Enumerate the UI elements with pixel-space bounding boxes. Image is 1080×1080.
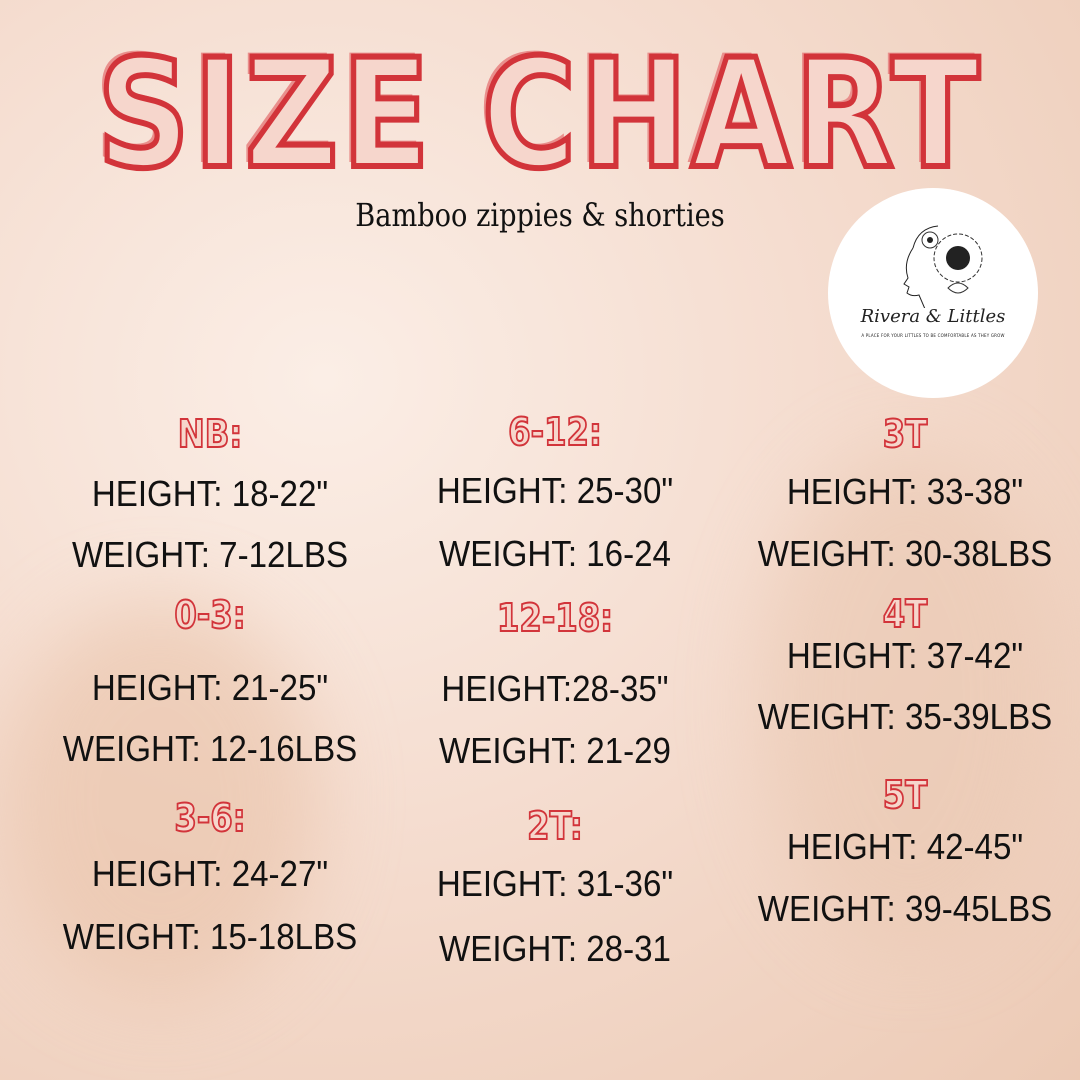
- height-range: HEIGHT: 33-38": [786, 471, 1024, 512]
- weight-range: WEIGHT: 28-31: [439, 928, 671, 969]
- size-label: 3-6:: [174, 795, 247, 841]
- weight-range: WEIGHT: 39-45LBS: [757, 888, 1053, 929]
- size-column: NB: HEIGHT: 18-22" WEIGHT: 7-12LBS 0-3: …: [40, 0, 380, 957]
- weight-range: WEIGHT: 21-29: [439, 730, 671, 771]
- brand-logo: Rivera & Littles A PLACE FOR YOUR LITTLE…: [828, 188, 1038, 398]
- height-range: HEIGHT:28-35": [441, 668, 669, 709]
- brand-tagline: A PLACE FOR YOUR LITTLES TO BE COMFORTAB…: [861, 333, 1005, 338]
- subtitle: Bamboo zippies & shorties: [355, 196, 725, 234]
- size-label: 4T: [882, 591, 928, 637]
- weight-range: WEIGHT: 12-16LBS: [62, 728, 358, 769]
- size-label: 3T: [882, 411, 928, 457]
- sunflower-woman-icon: [903, 225, 983, 308]
- size-label: 0-3:: [174, 592, 247, 638]
- weight-range: WEIGHT: 16-24: [439, 533, 671, 574]
- page-title: SIZE CHART: [94, 25, 983, 205]
- height-range: HEIGHT: 31-36": [436, 863, 674, 904]
- height-range: HEIGHT: 25-30": [436, 470, 674, 511]
- background-blot: [0, 600, 320, 1000]
- height-range: HEIGHT: 42-45": [786, 826, 1024, 867]
- size-column: 6-12: HEIGHT: 25-30" WEIGHT: 16-24 12-18…: [385, 0, 725, 969]
- weight-range: WEIGHT: 7-12LBS: [71, 534, 349, 575]
- weight-range: WEIGHT: 35-39LBS: [757, 696, 1053, 737]
- brand-name: Rivera & Littles: [860, 306, 1006, 327]
- weight-range: WEIGHT: 15-18LBS: [62, 916, 358, 957]
- height-range: HEIGHT: 24-27": [91, 853, 329, 894]
- height-range: HEIGHT: 37-42": [786, 635, 1024, 676]
- height-range: HEIGHT: 21-25": [91, 667, 329, 708]
- size-label: 5T: [882, 772, 928, 818]
- weight-range: WEIGHT: 30-38LBS: [757, 533, 1053, 574]
- size-label: 2T:: [526, 803, 583, 849]
- height-range: HEIGHT: 18-22": [91, 473, 329, 514]
- background-blot: [760, 450, 1060, 950]
- size-column: 3T HEIGHT: 33-38" WEIGHT: 30-38LBS 4T HE…: [735, 0, 1075, 929]
- size-label: 12-18:: [496, 595, 614, 641]
- size-label: NB:: [177, 411, 243, 457]
- size-label: 6-12:: [507, 409, 602, 455]
